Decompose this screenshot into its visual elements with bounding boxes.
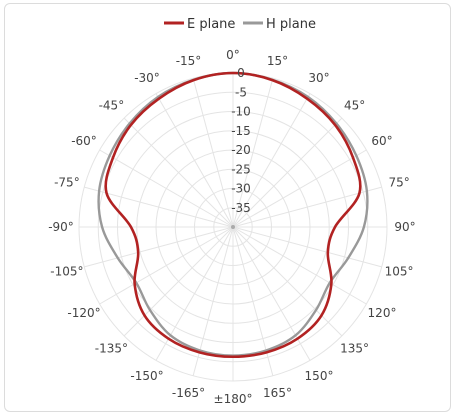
angle-tick-label: ±180° <box>214 392 253 406</box>
angle-tick-label: 15° <box>267 54 288 68</box>
grid-spoke <box>84 186 234 228</box>
radial-tick-label: 0 <box>237 66 245 80</box>
grid-spoke <box>232 149 367 228</box>
angle-tick-label: 165° <box>263 386 292 400</box>
grid-spoke <box>123 117 234 228</box>
angle-tick-label: 90° <box>394 220 415 234</box>
grid-spoke <box>84 226 234 268</box>
series-group <box>97 71 369 359</box>
angle-tick-label: 105° <box>385 265 414 279</box>
angle-tick-label: 75° <box>388 176 409 190</box>
radial-tick-label: -30 <box>231 182 251 196</box>
angle-tick-label: 0° <box>226 48 240 62</box>
grid-spoke <box>232 226 343 337</box>
radial-tick-label: -15 <box>231 124 251 138</box>
polar-grid <box>78 72 388 382</box>
angle-tick-label: -135° <box>95 342 128 356</box>
grid-spoke <box>99 226 234 305</box>
grid-spoke <box>232 226 382 268</box>
grid-spoke <box>232 117 343 228</box>
radial-tick-label: -5 <box>235 85 247 99</box>
angle-tick-label: 150° <box>305 369 334 383</box>
angle-tick-label: -15° <box>176 54 202 68</box>
angle-tick-label: -45° <box>99 98 125 112</box>
angle-tick-label: 30° <box>308 71 329 85</box>
angle-tick-label: 45° <box>344 98 365 112</box>
legend-label-h-plane[interactable]: H plane <box>266 17 316 32</box>
grid-spoke <box>232 226 367 305</box>
radial-tick-label: -10 <box>231 105 251 119</box>
grid-spoke <box>155 93 234 228</box>
angle-tick-label: -150° <box>130 369 163 383</box>
radial-tick-label: -35 <box>231 201 251 215</box>
grid-spoke <box>232 186 382 228</box>
angle-tick-label: -120° <box>67 306 100 320</box>
legend-label-e-plane[interactable]: E plane <box>187 17 235 32</box>
angle-tick-label: -105° <box>50 265 83 279</box>
angle-tick-label: -30° <box>134 71 160 85</box>
radial-tick-label: -25 <box>231 162 251 176</box>
center-point <box>231 225 235 229</box>
grid-spoke <box>123 226 234 337</box>
legend[interactable]: E plane H plane <box>164 17 316 32</box>
angle-tick-label: -75° <box>54 176 80 190</box>
angle-tick-labels: 0° 15° 30° 45° 60° 75° 90° 105° 120° 135° 150° 165°… <box>48 48 415 406</box>
angle-tick-label: -60° <box>71 134 97 148</box>
grid-spoke <box>232 226 311 361</box>
angle-tick-label: -165° <box>172 386 205 400</box>
series-line-e-plane <box>104 71 362 359</box>
angle-tick-label: -90° <box>48 220 74 234</box>
grid-spoke <box>192 78 234 228</box>
angle-tick-label: 120° <box>368 306 397 320</box>
radial-tick-label: -20 <box>231 143 251 157</box>
grid-spoke <box>232 93 311 228</box>
grid-spoke <box>99 149 234 228</box>
grid-spoke <box>232 78 274 228</box>
angle-tick-label: 135° <box>340 342 369 356</box>
grid-spoke <box>155 226 234 361</box>
radial-tick-labels: 0 -5 -10 -15 -20 -25 -30 -35 <box>231 66 251 215</box>
angle-tick-label: 60° <box>371 134 392 148</box>
